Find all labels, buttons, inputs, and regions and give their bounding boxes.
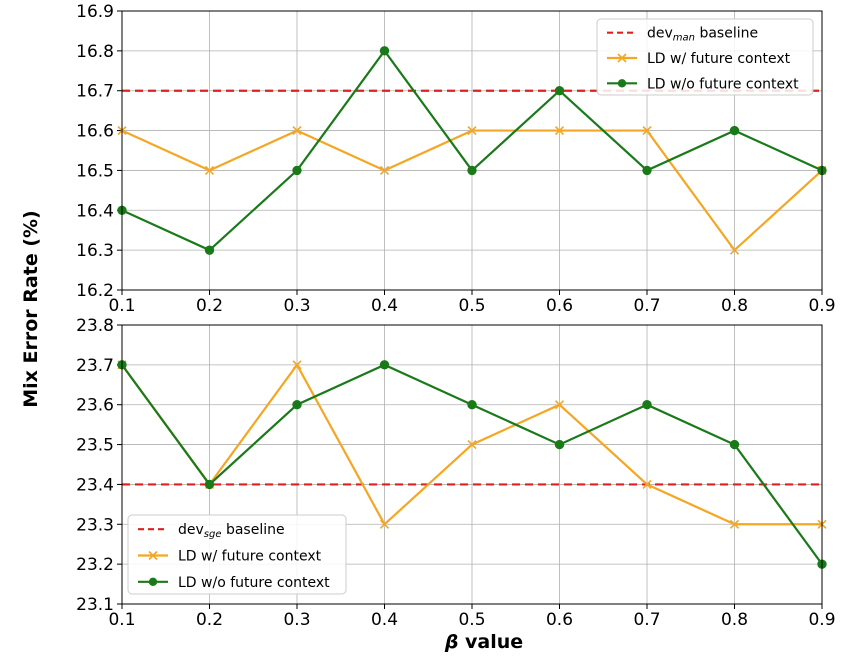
data-point-without-future [379,360,390,370]
y-tick-label: 23.8 [76,316,114,336]
x-axis-title-text: value [458,631,523,653]
x-tick-label: 0.3 [283,610,310,630]
data-point-with-future [729,519,740,529]
x-tick-label: 0.8 [721,296,748,316]
legend-series-label: LD w/o future context [647,76,799,92]
x-tick-label: 0.1 [108,610,135,630]
data-point-without-future [292,400,302,410]
legend-baseline-label-subscript: sge [204,529,222,540]
legend-baseline-label-rest: baseline [222,522,285,538]
y-axis-title: Mix Error Rate (%) [20,210,42,408]
data-point-without-future [292,165,302,176]
y-tick-label: 23.4 [76,475,114,495]
x-tick-label: 0.1 [108,296,135,316]
y-tick-label: 16.4 [76,201,114,221]
data-point-with-future [554,126,565,136]
data-point-without-future [642,400,652,410]
x-tick-label: 0.4 [371,296,398,316]
legend-baseline-label-rest: baseline [695,26,758,42]
y-tick-label: 16.2 [76,281,114,301]
data-point-without-future [467,165,477,176]
x-tick-label: 0.2 [196,610,223,630]
plot-frame [121,10,823,291]
data-point-with-future [379,519,390,529]
legend-marker-x [148,550,158,561]
data-point-without-future [379,46,390,56]
data-point-without-future [554,439,565,450]
data-point-with-future [642,479,652,489]
x-tick-label: 0.9 [808,296,835,316]
x-tick-label: 0.7 [633,296,660,316]
data-point-with-future [292,126,302,136]
legend-baseline-label-main: dev [647,26,673,42]
x-tick-label: 0.5 [458,610,485,630]
y-tick-label: 23.7 [76,356,114,376]
x-tick-label: 0.6 [546,610,573,630]
data-point-with-future [554,400,565,410]
y-tick-label: 23.1 [76,595,114,615]
x-tick-label: 0.8 [721,610,748,630]
data-point-with-future [292,360,302,370]
data-point-without-future [204,245,215,255]
data-point-without-future [729,439,740,450]
legend-series-label: LD w/ future context [647,51,791,67]
top-panel: 0.1 0.2 0.3 0.4 0.5 0.6 0.7 0.8 0.9 16.2 16.3 16.4 1… [76,2,835,316]
legend-marker-circle [148,577,158,587]
x-tick-label: 0.9 [808,610,835,630]
legend-box [127,514,347,595]
data-point-with-future [204,165,215,175]
y-tick-label: 16.6 [76,122,114,142]
y-tick-label: 23.5 [76,436,114,456]
x-axis-title: β value [444,631,523,653]
data-point-with-future [642,126,652,136]
y-tick-label: 16.5 [76,161,114,181]
legend-baseline-label: devsge baseline [178,522,285,540]
legend-baseline-label-subscript: man [673,33,695,44]
x-tick-label: 0.2 [196,296,223,316]
legend-box [596,18,814,96]
data-point-with-future [729,245,740,255]
legend: devman baseline LD w/ future context LD w/… [596,18,814,96]
legend-baseline-label-main: dev [178,522,204,538]
y-tick-label: 16.8 [76,42,114,62]
bottom-panel: 0.1 0.2 0.3 0.4 0.5 0.6 0.7 0.8 0.9 23.1 23.2 23.3 2… [76,316,835,630]
legend-series-label: LD w/o future context [178,575,330,591]
data-point-without-future [554,86,565,96]
x-tick-label: 0.7 [633,610,660,630]
plot-frame [121,324,823,605]
x-tick-label: 0.4 [371,610,398,630]
legend-marker-circle [617,79,627,88]
y-tick-label: 23.2 [76,555,114,575]
data-point-with-future [379,165,390,175]
data-point-without-future [467,400,477,410]
data-point-without-future [642,165,652,176]
legend-baseline-label: devman baseline [647,26,758,44]
x-axis-title-symbol: β [444,631,459,653]
legend-marker-x [617,53,627,63]
data-point-with-future [467,126,477,136]
y-tick-label: 16.3 [76,241,114,261]
y-tick-label: 23.3 [76,515,114,535]
x-tick-label: 0.6 [546,296,573,316]
x-tick-label: 0.3 [283,296,310,316]
data-point-without-future [729,125,740,136]
x-tick-label: 0.5 [458,296,485,316]
legend: devsge baseline LD w/ future context LD w/… [127,514,347,595]
data-point-with-future [467,440,477,450]
legend-series-label: LD w/ future context [178,549,322,565]
y-tick-label: 23.6 [76,396,114,416]
data-point-without-future [204,479,215,490]
y-tick-label: 16.9 [76,2,114,22]
y-tick-label: 16.7 [76,82,114,102]
